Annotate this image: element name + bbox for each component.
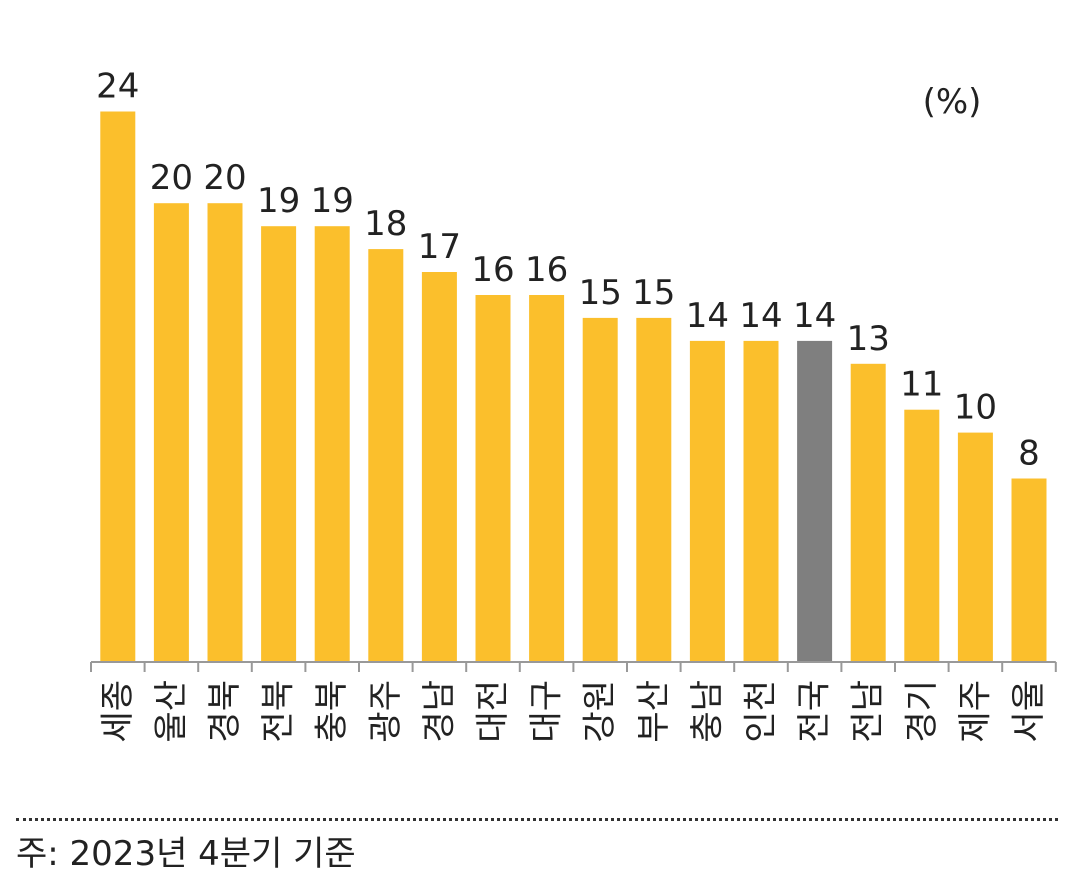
bar-14 <box>797 340 833 662</box>
category-label-2: 울산 <box>151 680 191 743</box>
category-label-6: 광주 <box>366 680 406 743</box>
category-label-18: 서울 <box>1009 680 1049 743</box>
value-label-12: 14 <box>686 296 729 336</box>
x-axis <box>90 661 1057 672</box>
value-label-2: 20 <box>150 158 193 198</box>
footnote-divider <box>16 818 1058 821</box>
value-label-17: 10 <box>954 388 997 428</box>
category-label-9: 대구 <box>527 680 567 743</box>
value-label-8: 16 <box>471 250 514 290</box>
bar-13 <box>743 340 779 662</box>
bar-15 <box>850 363 886 662</box>
value-label-15: 13 <box>847 319 890 359</box>
category-label-10: 강원 <box>580 680 620 743</box>
value-label-18: 8 <box>1018 434 1040 474</box>
category-label-8: 대전 <box>473 680 513 743</box>
value-label-13: 14 <box>739 296 782 336</box>
value-label-3: 20 <box>203 158 246 198</box>
value-label-1: 24 <box>96 67 139 107</box>
category-label-11: 부산 <box>634 680 674 743</box>
category-label-17: 제주 <box>955 680 995 743</box>
value-label-11: 15 <box>632 273 675 313</box>
category-label-5: 충북 <box>312 680 352 743</box>
bar-8 <box>475 295 511 662</box>
category-label-15: 전남 <box>848 680 888 743</box>
category-label-12: 충남 <box>687 680 727 743</box>
bar-5 <box>314 226 350 662</box>
bar-6 <box>368 249 404 662</box>
category-label-7: 경남 <box>419 680 459 743</box>
bar-17 <box>957 432 993 662</box>
value-label-9: 16 <box>525 250 568 290</box>
bar-2 <box>153 203 189 662</box>
bar-12 <box>689 340 725 662</box>
value-label-14: 14 <box>793 296 836 336</box>
category-label-1: 세종 <box>98 680 138 743</box>
value-label-4: 19 <box>257 181 300 221</box>
value-label-16: 11 <box>900 365 943 405</box>
value-label-5: 19 <box>311 181 354 221</box>
bar-10 <box>582 317 618 662</box>
category-labels-group: 세종 울산 경북 전북 충북 광주 경남 대전 대구 강원 부산 충남 인천 전국 전남 경기 제주 서울 <box>98 680 1049 743</box>
bar-18 <box>1011 478 1047 662</box>
bar-4 <box>261 226 297 662</box>
bar-3 <box>207 203 243 662</box>
category-label-4: 전북 <box>259 680 299 743</box>
bar-9 <box>529 295 565 662</box>
category-label-14: 전국 <box>795 680 835 743</box>
footnote: 주: 2023년 4분기 기준 <box>16 834 356 874</box>
value-label-6: 18 <box>364 204 407 244</box>
category-label-16: 경기 <box>902 680 942 743</box>
category-label-13: 인천 <box>741 680 781 743</box>
bar-16 <box>904 409 940 662</box>
bar-11 <box>636 317 672 662</box>
bar-1 <box>100 111 136 662</box>
unit-label: (%) <box>923 82 982 122</box>
value-label-10: 15 <box>579 273 622 313</box>
value-label-7: 17 <box>418 227 461 267</box>
bar-7 <box>421 272 457 662</box>
bars-group <box>100 111 1047 662</box>
category-label-3: 경북 <box>205 680 245 743</box>
